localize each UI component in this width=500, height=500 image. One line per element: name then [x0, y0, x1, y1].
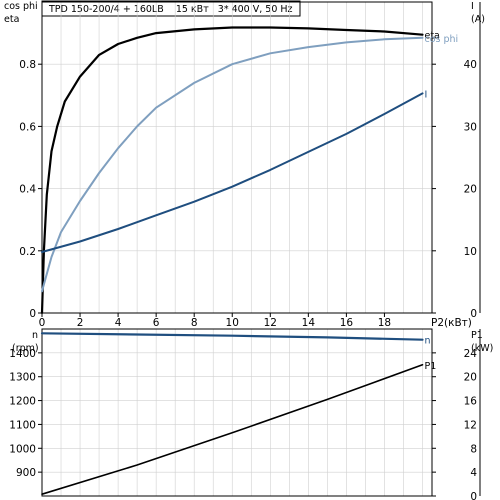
- top-left-axis-label-2: eta: [4, 14, 19, 25]
- right-axis-tick-label: 10: [464, 246, 477, 258]
- series-line-cos-phi: [41, 36, 424, 293]
- right-axis-tick-label: 4: [470, 467, 477, 479]
- bottom-right-axis-label-2: (kW): [471, 343, 493, 354]
- bottom-left-axis-label-2: (rpm): [12, 343, 39, 354]
- right-axis-tick-label: 20: [464, 184, 477, 196]
- plot-frame: [41, 1, 433, 314]
- left-axis-tick-label: 900: [16, 467, 36, 479]
- series-line-eta: [40, 26, 424, 315]
- plot-frame: [41, 328, 433, 497]
- left-axis-tick-label: 1000: [9, 443, 36, 455]
- series-label-p1: P1: [424, 361, 436, 372]
- left-axis-tick-label: 1100: [9, 419, 36, 431]
- bottom-left-axis-label-1: n: [32, 330, 38, 341]
- series-line-n: [40, 332, 424, 341]
- right-axis-tick-label: 40: [464, 59, 477, 71]
- left-axis-tick-label: 0: [29, 308, 36, 320]
- right-axis-tick-label: 16: [464, 396, 478, 408]
- left-axis-tick-label: 0.4: [19, 184, 36, 196]
- efficiency-current-panel: 0 0.2 0.4 0.6 0.8 0 10 20 30 40 0 2 4 6 8 10 12 14 16 18 eta…: [19, 1, 481, 329]
- right-axis-tick-label: 12: [464, 419, 477, 431]
- x-axis-tick-label: 12: [264, 317, 277, 329]
- x-axis-tick-label: 10: [226, 317, 239, 329]
- series-line-p1: [41, 363, 424, 496]
- x-axis-tick-label: 16: [340, 317, 354, 329]
- x-axis-tick-label: 8: [191, 317, 198, 329]
- left-axis-tick-label: 1400: [9, 348, 36, 360]
- series-line-i: [41, 92, 424, 253]
- left-axis-tick-label: 0.2: [19, 246, 36, 258]
- x-axis-tick-label: 4: [115, 317, 122, 329]
- top-x-axis-label: P2(кВт): [431, 317, 472, 329]
- left-axis-tick-label: 0.6: [19, 121, 36, 133]
- top-left-axis-label-1: cos phi: [4, 1, 38, 12]
- x-axis-tick-label: 2: [77, 317, 84, 329]
- series-label-cos-phi: cos phi: [424, 34, 458, 45]
- left-axis-tick-label: 1200: [9, 396, 36, 408]
- bottom-right-axis-label-1: P1: [471, 330, 483, 341]
- x-axis-tick-label: 14: [302, 317, 316, 329]
- x-axis-tick-label: 6: [153, 317, 160, 329]
- right-axis-tick-label: 20: [464, 372, 477, 384]
- right-axis-tick-label: 30: [464, 121, 477, 133]
- left-axis-tick-label: 0.8: [19, 59, 36, 71]
- right-axis-tick-label: 8: [470, 443, 477, 455]
- x-axis-tick-label: 18: [378, 317, 391, 329]
- x-axis-tick-label: 0: [39, 317, 46, 329]
- right-axis-tick-label: 0: [470, 491, 477, 500]
- top-right-axis-label-2: (A): [471, 14, 485, 25]
- series-label-eta: eta: [424, 31, 439, 42]
- series-label-n: n: [424, 336, 430, 347]
- series-label-i: I: [424, 89, 427, 100]
- right-axis-tick-label: 0: [470, 308, 477, 320]
- left-axis-tick-label: 1300: [9, 372, 36, 384]
- top-right-axis-label-1: I: [471, 1, 474, 12]
- speed-power-panel: 900 1000 1100 1200 1300 1400 0 4 8 12 16 20 24 n P1: [9, 328, 481, 500]
- chart-title: TPD 150-200/4 + 160LB 15 кВт 3* 400 V, 5…: [48, 4, 293, 15]
- right-axis-tick-label: 24: [464, 348, 478, 360]
